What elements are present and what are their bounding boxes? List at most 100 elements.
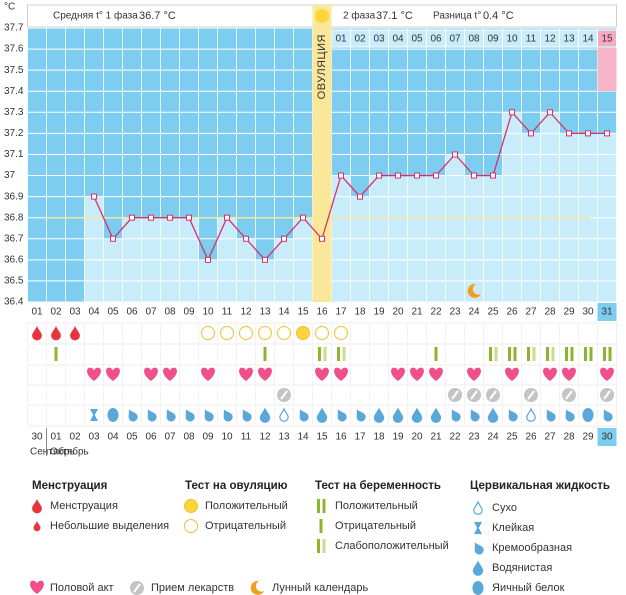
- cervical-fluid-icon: [565, 409, 575, 422]
- day-label: 15: [297, 307, 309, 318]
- sex-icon: [144, 367, 158, 381]
- temperature-point: [471, 172, 477, 179]
- heart: [410, 367, 424, 381]
- bar: [319, 519, 323, 533]
- drop: [373, 407, 385, 423]
- y-tick-label: 37: [4, 170, 16, 181]
- temperature-point: [148, 214, 154, 221]
- date-label: 26: [525, 432, 537, 443]
- ovulation-test-icon: [315, 326, 329, 340]
- drop: [565, 409, 575, 422]
- cervical-fluid-icon: [582, 408, 594, 422]
- phase1-label: Средняя t° 1 фаза: [53, 10, 138, 22]
- ovulation-column: [312, 5, 332, 302]
- sex-icon: [258, 367, 272, 381]
- drop: [603, 409, 613, 422]
- date-label: 10: [221, 432, 233, 443]
- heart: [258, 367, 272, 381]
- sex-icon: [600, 367, 614, 381]
- circle: [296, 326, 310, 340]
- date-label: 12: [259, 432, 271, 443]
- medication-icon: [486, 388, 500, 402]
- legend-icon: [474, 542, 484, 555]
- legend-icon: [474, 522, 482, 534]
- drop: [337, 409, 347, 422]
- sex-icon: [201, 367, 215, 381]
- day-label: 17: [335, 307, 347, 318]
- day-label: 10: [202, 307, 214, 318]
- drop: [33, 521, 41, 532]
- bar: [322, 539, 326, 553]
- legend-label: Сухо: [492, 502, 517, 514]
- cervical-fluid-icon: [356, 409, 366, 422]
- pregnancy-test-icon: [263, 347, 267, 361]
- temperature-line: [93, 111, 607, 262]
- legend-label: Яичный белок: [492, 582, 565, 594]
- hourglass: [474, 522, 482, 534]
- phase2-day: 12: [544, 34, 556, 45]
- phase2-day: 04: [392, 34, 404, 45]
- heart: [239, 367, 253, 381]
- sex-icon: [391, 367, 405, 381]
- legend-label: Кремообразная: [492, 542, 572, 554]
- day-label: 11: [222, 307, 233, 318]
- phase2-day: 05: [411, 34, 423, 45]
- legend-label: Клейкая: [492, 522, 534, 534]
- circle: [315, 326, 329, 340]
- cervical-fluid-icon: [546, 409, 556, 422]
- y-unit: °C: [4, 2, 15, 13]
- temperature-point: [376, 172, 382, 179]
- circle: [239, 326, 253, 340]
- drop: [472, 560, 484, 576]
- temperature-point: [547, 109, 553, 116]
- medication-icon: [600, 388, 614, 402]
- temperature-point: [509, 109, 515, 116]
- date-label: 21: [430, 432, 442, 443]
- day-label: 18: [354, 307, 366, 318]
- day-label: 09: [183, 307, 195, 318]
- day-label: 16: [316, 307, 328, 318]
- ovulation-test-icon: [220, 326, 234, 340]
- menstruation-icon: [70, 326, 80, 341]
- day-label: 23: [449, 307, 461, 318]
- cervical-fluid-icon: [373, 407, 385, 423]
- day-label: 30: [582, 307, 594, 318]
- heart: [201, 367, 215, 381]
- cervical-fluid-icon: [508, 409, 518, 422]
- bar: [551, 347, 555, 361]
- drop: [411, 407, 423, 423]
- bar: [337, 347, 340, 361]
- drop: [508, 409, 518, 422]
- cervical-fluid-icon: [107, 408, 119, 422]
- heart: [600, 367, 614, 381]
- drop: [51, 326, 61, 341]
- day-label: 26: [506, 307, 518, 318]
- legend-icon: [319, 519, 323, 533]
- legend-label: Отрицательный: [335, 520, 416, 532]
- heart: [144, 367, 158, 381]
- y-tick-label: 36.7: [4, 233, 24, 244]
- temperature-point: [205, 256, 211, 263]
- day-label: 21: [411, 307, 423, 318]
- y-tick-label: 37.5: [4, 65, 24, 76]
- y-tick-label: 36.5: [4, 276, 24, 287]
- drop: [259, 407, 271, 423]
- bar: [342, 347, 346, 361]
- phase2-day: 06: [430, 34, 442, 45]
- phase2-day: 07: [449, 34, 461, 45]
- phase2-day: 02: [354, 34, 366, 45]
- ovulation-test-icon: [334, 326, 348, 340]
- y-tick-label: 37.6: [4, 44, 24, 55]
- phase2-day: 09: [487, 34, 499, 45]
- legend-icon: [317, 539, 326, 553]
- phase2-day: 13: [563, 34, 575, 45]
- date-label: 03: [88, 432, 100, 443]
- date-label: 24: [487, 432, 499, 443]
- bar: [513, 347, 517, 361]
- drop: [356, 409, 366, 422]
- temperature-point: [357, 193, 363, 200]
- bar: [608, 347, 612, 361]
- drop: [487, 407, 499, 423]
- cervical-fluid-icon: [430, 407, 442, 423]
- crescent: [250, 580, 264, 595]
